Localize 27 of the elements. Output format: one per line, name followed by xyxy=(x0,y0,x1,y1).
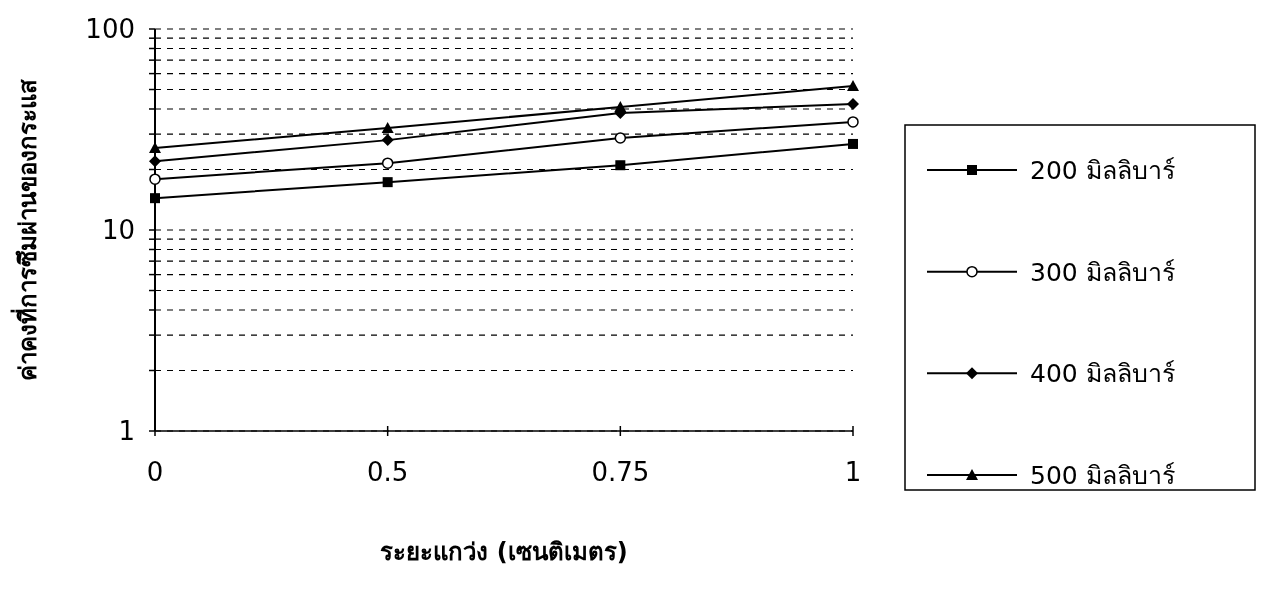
point xyxy=(381,157,394,169)
y-axis-title: ค่าคงที่การซึมผ่านของกระแส xyxy=(10,79,42,381)
point xyxy=(150,193,160,204)
legend-label: 200 มิลลิบาร์ xyxy=(1030,156,1175,185)
point xyxy=(848,138,858,149)
legend-label: 500 มิลลิบาร์ xyxy=(1030,461,1175,490)
point xyxy=(614,101,627,113)
y-tick-label: 10 xyxy=(101,215,135,245)
legend-label: 300 มิลลิบาร์ xyxy=(1030,257,1175,287)
x-tick-label: 1 xyxy=(844,457,862,487)
legend-label: 400 มิลลิบาร์ xyxy=(1030,359,1175,389)
y-tick-label: 100 xyxy=(85,14,135,44)
point xyxy=(614,132,627,144)
point xyxy=(382,177,393,188)
point xyxy=(149,173,161,185)
x-tick-label: 0 xyxy=(146,457,164,487)
x-axis-title: ระยะแกว่ง (เซนติเมตร) xyxy=(380,538,628,566)
y-tick-label: 1 xyxy=(118,416,135,446)
point xyxy=(149,155,161,168)
point xyxy=(381,134,394,147)
point xyxy=(381,121,394,133)
point xyxy=(847,97,859,110)
point xyxy=(615,160,626,171)
point xyxy=(847,116,859,128)
x-tick-label: 0.5 xyxy=(366,457,409,487)
x-tick-label: 0.75 xyxy=(591,457,650,487)
point xyxy=(847,80,859,92)
